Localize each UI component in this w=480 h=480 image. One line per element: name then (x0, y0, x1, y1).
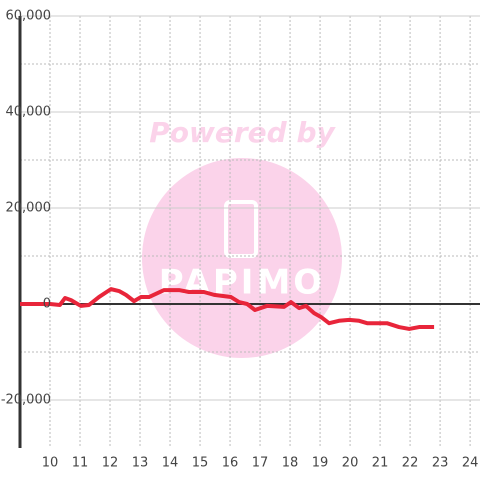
x-tick-label: 16 (222, 456, 239, 471)
y-tick-label: 40,000 (6, 105, 52, 120)
y-tick-label: 60,000 (6, 9, 52, 24)
watermark-text: Powered by (149, 116, 336, 149)
x-tick-label: 12 (102, 456, 119, 471)
x-tick-label: 21 (372, 456, 389, 471)
x-tick-label: 23 (432, 456, 449, 471)
x-tick-label: 24 (462, 456, 479, 471)
x-tick-label: 19 (312, 456, 329, 471)
x-tick-label: 11 (72, 456, 89, 471)
x-tick-label: 13 (132, 456, 149, 471)
x-tick-label: 22 (402, 456, 419, 471)
y-tick-label: 0 (43, 297, 51, 312)
x-tick-label: 20 (342, 456, 359, 471)
x-tick-label: 10 (42, 456, 59, 471)
x-tick-label: 17 (252, 456, 269, 471)
y-tick-label: -20,000 (1, 393, 51, 408)
watermark-logo: PAPIMO (159, 263, 325, 303)
data-line (20, 287, 435, 331)
x-tick-label: 15 (192, 456, 209, 471)
x-tick-label: 18 (282, 456, 299, 471)
x-tick-label: 14 (162, 456, 179, 471)
y-tick-label: 20,000 (6, 201, 52, 216)
